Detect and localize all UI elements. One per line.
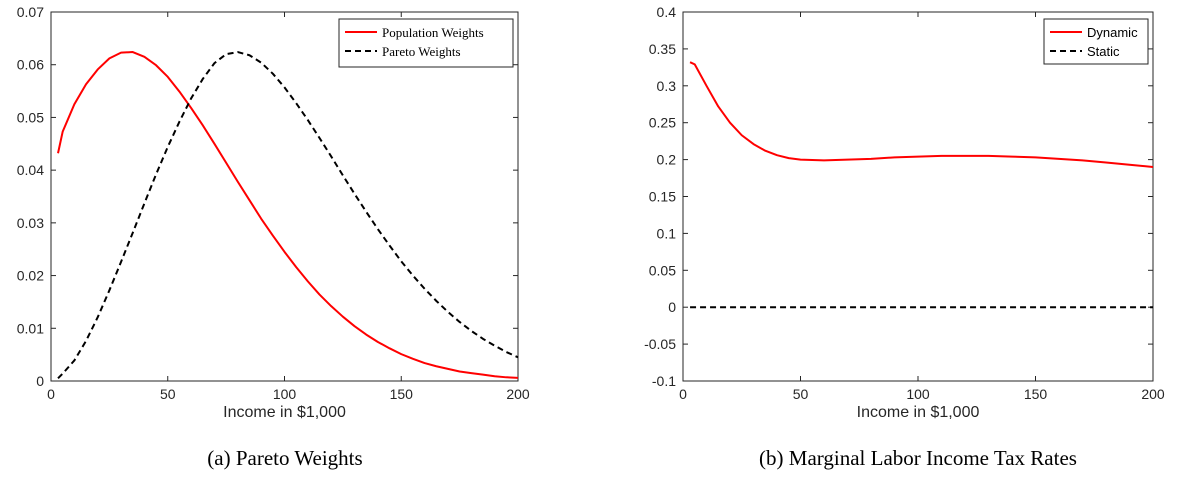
legend-entry-label: Pareto Weights: [382, 44, 461, 59]
legend-entry-label: Static: [1087, 44, 1120, 59]
y-tick-label: 0.3: [657, 78, 677, 94]
y-tick-label: 0.04: [17, 162, 44, 178]
x-tick-label: 150: [390, 386, 414, 402]
y-tick-label: 0.25: [649, 115, 676, 131]
y-tick-label: 0.01: [17, 320, 44, 336]
x-axis-label-a: Income in $1,000: [223, 404, 346, 421]
x-tick-label: 100: [273, 386, 297, 402]
caption-b: (b) Marginal Labor Income Tax Rates: [759, 446, 1077, 470]
legend-a: Population Weights Pareto Weights: [338, 18, 514, 68]
x-tick-label: 150: [1024, 386, 1048, 402]
x-tick-label: 0: [679, 386, 687, 402]
series-line-population-weights: [57, 51, 519, 379]
y-tick-label: 0: [36, 373, 44, 389]
series-lines-b: [689, 61, 1154, 309]
y-tick-label: 0.35: [649, 41, 676, 57]
x-tick-label: 200: [506, 386, 530, 402]
x-tick-label: 200: [1141, 386, 1165, 402]
y-tick-label: -0.05: [644, 336, 676, 352]
x-tick-label: 100: [906, 386, 930, 402]
y-tick-label: 0.15: [649, 189, 676, 205]
y-tick-label: 0: [668, 299, 676, 315]
y-tick-label: 0.07: [17, 4, 44, 20]
legend-entry-label: Dynamic: [1087, 25, 1138, 40]
series-line-dynamic: [689, 61, 1154, 168]
y-tick-label: 0.4: [657, 4, 677, 20]
x-axis-label-b: Income in $1,000: [857, 404, 980, 421]
y-tick-label: 0.05: [649, 262, 676, 278]
x-tick-label: 50: [793, 386, 809, 402]
plot-frame-b: [682, 11, 1154, 382]
legend-box: [338, 18, 514, 68]
caption-a: (a) Pareto Weights: [207, 446, 362, 470]
legend-box: [1043, 18, 1149, 65]
series-lines-a: [57, 51, 519, 380]
y-tick-label: 0.03: [17, 215, 44, 231]
legend-b: Dynamic Static: [1043, 18, 1149, 65]
chart-panel-b: 0 50 100 150 200 -0.1 -0.05 0 0.05 0.1 0.15 0.2 0.25…: [644, 4, 1165, 470]
legend-entry-label: Population Weights: [382, 25, 484, 40]
x-tick-label: 50: [160, 386, 176, 402]
axis-ticks-a: 0 50 100 150 200 0 0.01 0.02 0.03 0.04 0.05 0.06 0.0…: [17, 4, 530, 402]
series-line-pareto-weights: [57, 51, 519, 380]
y-tick-label: 0.05: [17, 109, 44, 125]
chart-panel-a: 0 50 100 150 200 0 0.01 0.02 0.03 0.04 0.05 0.06 0.0…: [17, 4, 530, 470]
x-tick-label: 0: [47, 386, 55, 402]
y-tick-label: 0.2: [657, 152, 677, 168]
y-tick-label: 0.1: [657, 225, 677, 241]
y-tick-label: 0.06: [17, 57, 44, 73]
axis-ticks-b: 0 50 100 150 200 -0.1 -0.05 0 0.05 0.1 0.15 0.2 0.25…: [644, 4, 1165, 402]
y-tick-label: 0.02: [17, 268, 44, 284]
y-tick-label: -0.1: [652, 373, 676, 389]
